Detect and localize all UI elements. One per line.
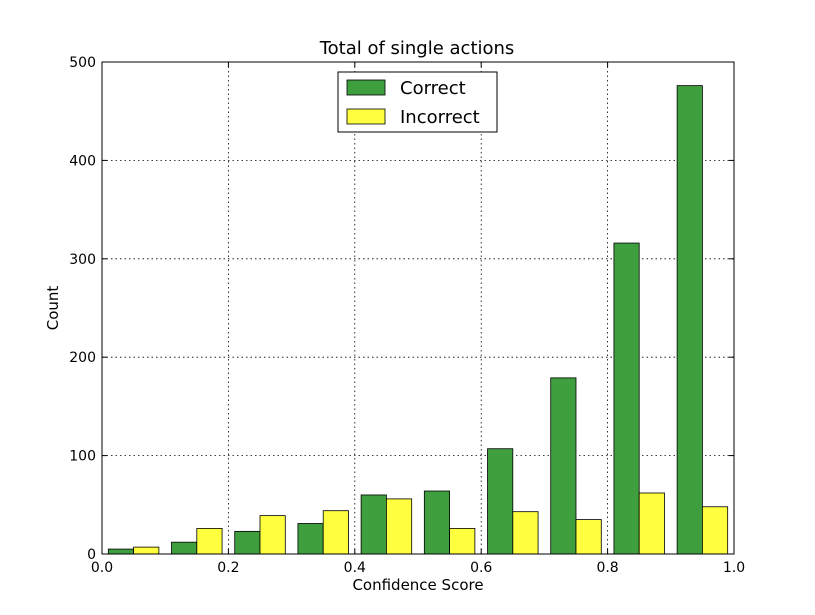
- bar-incorrect: [322, 510, 349, 555]
- bar-incorrect: [196, 528, 223, 555]
- bar-incorrect: [575, 519, 602, 555]
- bar-correct: [487, 448, 514, 555]
- legend-label-correct: Correct: [400, 78, 466, 99]
- chart-title: Total of single actions: [319, 38, 515, 59]
- bar-correct: [613, 242, 640, 555]
- plot-frame: [101, 61, 735, 555]
- bar-correct: [550, 377, 577, 555]
- y-tick-label: 300: [69, 252, 96, 268]
- bar-correct: [360, 494, 387, 555]
- bar-incorrect: [702, 506, 729, 555]
- x-tick-label: 0.2: [217, 560, 239, 576]
- y-tick-label: 400: [69, 153, 96, 169]
- y-tick-label: 500: [69, 55, 96, 71]
- x-tick-label: 0.6: [470, 560, 492, 576]
- legend-swatch-incorrect: [346, 108, 386, 125]
- x-axis-label: Confidence Score: [352, 576, 483, 594]
- y-tick-label: 200: [69, 350, 96, 366]
- y-axis-label: Count: [44, 286, 62, 331]
- y-tick-label: 100: [69, 449, 96, 465]
- bars: [107, 85, 729, 555]
- bar-correct: [234, 530, 261, 555]
- bar-incorrect: [512, 511, 539, 555]
- x-tick-label: 0.8: [596, 560, 618, 576]
- legend-label-incorrect: Incorrect: [400, 107, 480, 128]
- y-tick-label: 0: [87, 547, 96, 563]
- bar-incorrect: [385, 498, 413, 555]
- x-tick-label: 0.4: [344, 560, 366, 576]
- x-tick-label: 1.0: [723, 560, 745, 576]
- legend: Correct Incorrect: [337, 71, 498, 133]
- bar-incorrect: [638, 492, 665, 555]
- ticks: 0.0 0.2 0.4 0.6 0.8 1.0 0 100 200 300 400 500: [69, 55, 745, 576]
- bar-correct: [423, 490, 451, 555]
- bar-correct: [107, 548, 135, 555]
- bar-incorrect: [133, 546, 160, 555]
- bar-correct: [171, 541, 198, 555]
- bar-correct: [676, 85, 703, 555]
- bar-incorrect: [449, 528, 476, 555]
- x-tick-label: 0.0: [91, 560, 113, 576]
- bar-correct: [297, 523, 324, 555]
- bar-incorrect: [259, 515, 286, 555]
- legend-swatch-correct: [346, 79, 386, 96]
